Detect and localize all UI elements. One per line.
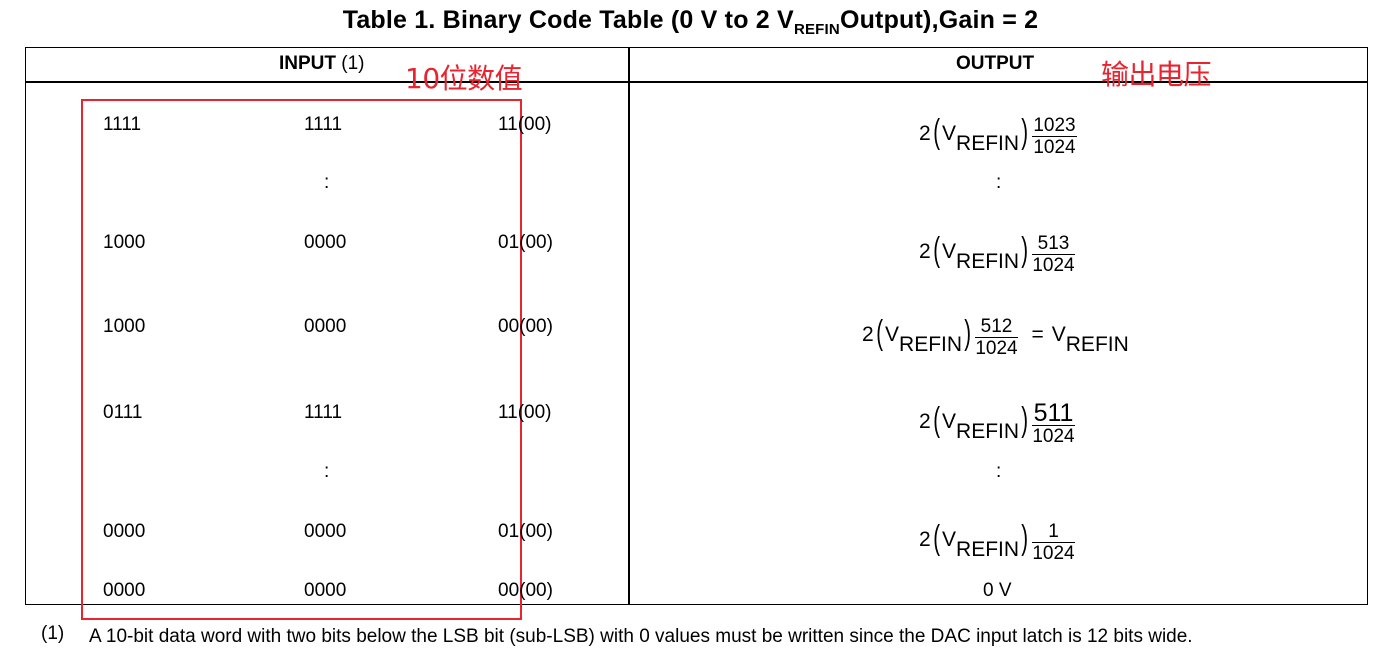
row-1-bits-mid: 1111 <box>304 114 343 135</box>
row-5-output-formula: 2(VREFIN) 1 1024 <box>919 519 1075 564</box>
output-annotation: 输出电压 <box>1101 58 1212 91</box>
table-title: Table 1. Binary Code Table (0 V to 2 VRE… <box>342 6 1039 38</box>
row-3-bits-mid: 0000 <box>304 316 347 337</box>
output-ellipsis: : <box>996 172 1002 193</box>
row-3-bits-low: 00(00) <box>498 316 553 337</box>
row-3-bits-high: 1000 <box>103 316 146 337</box>
output-header: OUTPUT <box>956 53 1035 74</box>
row-5-bits-high: 0000 <box>103 521 146 542</box>
row-3-output-formula: 2(VREFIN) 512 1024 = VREFIN <box>862 314 1129 359</box>
row-5-bits-low: 01(00) <box>498 521 553 542</box>
row-4-output-formula: 2(VREFIN) 511 1024 <box>919 399 1075 448</box>
row-4-bits-low: 11(00) <box>498 402 552 423</box>
footnote-ref: (1) <box>341 53 365 74</box>
row-2-bits-high: 1000 <box>103 232 146 253</box>
footnote-text: A 10-bit data word with two bits below t… <box>89 626 1193 647</box>
footnote-marker: (1) <box>41 623 65 644</box>
row-1-bits-low: 11(00) <box>498 114 552 135</box>
row-1-output-formula: 2(VREFIN) 1023 1024 <box>919 113 1077 158</box>
row-6-bits-high: 0000 <box>103 580 146 601</box>
row-2-bits-low: 01(00) <box>498 232 553 253</box>
output-ellipsis-2: : <box>996 461 1002 482</box>
binary-code-table <box>25 47 1368 605</box>
input-ellipsis-2: : <box>324 461 330 482</box>
row-4-bits-mid: 1111 <box>304 402 343 423</box>
row-6-output: 0 V <box>983 580 1012 601</box>
row-6-bits-mid: 0000 <box>304 580 347 601</box>
row-5-bits-mid: 0000 <box>304 521 347 542</box>
column-divider <box>628 47 630 605</box>
input-header: INPUT (1) <box>279 53 365 74</box>
header-divider <box>25 81 1368 83</box>
row-6-bits-low: 00(00) <box>498 580 553 601</box>
input-ellipsis: : <box>324 172 330 193</box>
row-2-bits-mid: 0000 <box>304 232 347 253</box>
row-2-output-formula: 2(VREFIN) 513 1024 <box>919 231 1075 276</box>
input-highlight-box <box>81 99 522 620</box>
row-4-bits-high: 0111 <box>103 402 143 423</box>
row-1-bits-high: 1111 <box>103 114 142 135</box>
input-annotation: 10位数值 <box>405 62 523 95</box>
